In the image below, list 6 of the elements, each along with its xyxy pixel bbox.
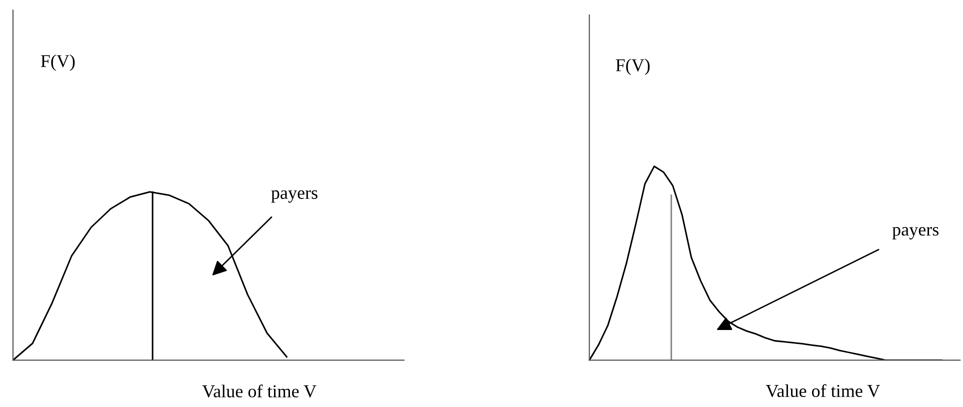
x-axis-title: Value of time V	[766, 384, 880, 398]
y-axis-title: F(V)	[616, 58, 650, 76]
annotation: payers	[271, 190, 318, 203]
annotation: payers	[892, 226, 939, 240]
x-axis-title: Value of time V	[202, 384, 316, 398]
y-axis-title: F(V)	[40, 54, 75, 71]
